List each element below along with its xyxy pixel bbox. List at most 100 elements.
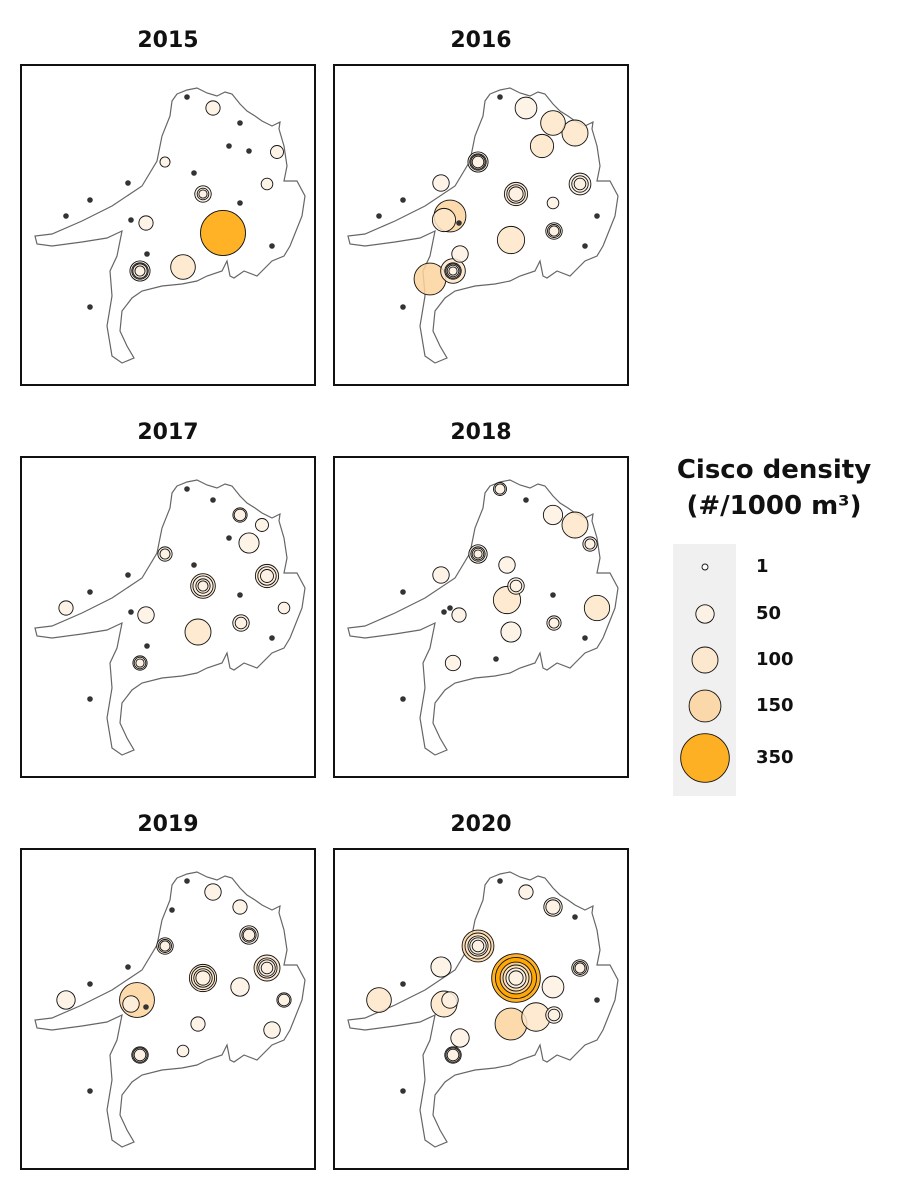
density-marker [400, 1088, 406, 1094]
density-marker [170, 254, 196, 280]
density-marker [518, 884, 534, 900]
map-panel-2017 [20, 456, 316, 778]
legend-box [673, 544, 736, 796]
lake-map [34, 87, 306, 364]
density-marker [400, 304, 406, 310]
density-marker [451, 607, 467, 623]
density-marker [144, 643, 150, 649]
density-marker [184, 486, 190, 492]
density-marker [561, 511, 589, 539]
density-marker [400, 589, 406, 595]
density-marker [546, 196, 560, 210]
density-marker [87, 589, 93, 595]
density-marker [237, 200, 243, 206]
density-marker [540, 110, 566, 136]
density-marker [198, 189, 208, 199]
legend-symbol-350 [680, 733, 730, 783]
density-marker [572, 914, 578, 920]
density-marker [270, 145, 284, 159]
lake-outline [34, 479, 306, 756]
density-marker [144, 251, 150, 257]
density-marker [432, 174, 450, 192]
legend-symbols [680, 563, 730, 783]
density-marker [269, 635, 275, 641]
legend-title: Cisco density (#/1000 m³) [664, 452, 884, 524]
density-marker [234, 616, 248, 630]
density-marker [550, 592, 556, 598]
density-marker [277, 993, 291, 1007]
panel-title-2016: 2016 [450, 28, 512, 53]
density-marker [496, 225, 526, 255]
density-marker [441, 991, 459, 1009]
lake-map [347, 871, 619, 1148]
density-marker [226, 143, 232, 149]
lake-map [34, 871, 306, 1148]
density-marker [159, 940, 171, 952]
density-marker [191, 562, 197, 568]
density-marker [366, 987, 392, 1013]
density-marker [456, 220, 462, 226]
density-marker [583, 594, 611, 622]
lake-map [347, 87, 619, 364]
lake-outline [347, 871, 619, 1148]
density-marker [594, 997, 600, 1003]
density-marker [594, 213, 600, 219]
density-marker [497, 94, 503, 100]
density-marker [205, 100, 221, 116]
density-marker [548, 617, 560, 629]
density-marker [582, 243, 588, 249]
density-marker [573, 177, 587, 191]
density-marker [260, 569, 274, 583]
density-marker [184, 878, 190, 884]
density-marker [263, 1021, 281, 1039]
density-marker [448, 266, 458, 276]
density-marker [260, 177, 274, 191]
density-marker [143, 1004, 149, 1010]
density-marker [125, 180, 131, 186]
legend-symbol-50 [695, 604, 715, 624]
lake-outline [34, 87, 306, 364]
density-marker [200, 210, 246, 256]
legend-label: 350 [756, 747, 794, 768]
density-marker [582, 635, 588, 641]
density-marker [498, 556, 516, 574]
density-marker [87, 981, 93, 987]
density-marker [497, 878, 503, 884]
density-marker [432, 566, 450, 584]
panel-title-2018: 2018 [450, 420, 512, 445]
density-marker [446, 1048, 460, 1062]
density-marker [376, 213, 382, 219]
density-marker [548, 225, 560, 237]
density-marker [138, 215, 154, 231]
map-panel-2020 [333, 848, 629, 1170]
panel-title-2020: 2020 [450, 812, 512, 837]
density-marker [56, 990, 76, 1010]
density-marker [230, 977, 250, 997]
density-marker [441, 609, 447, 615]
legend-title-line1: Cisco density [676, 455, 872, 485]
density-marker [574, 962, 586, 974]
map-panel-2015 [20, 64, 316, 386]
density-marker [135, 658, 145, 668]
density-marker [191, 170, 197, 176]
density-marker [237, 120, 243, 126]
density-marker [584, 538, 596, 550]
density-marker [431, 207, 457, 233]
density-marker [541, 975, 565, 999]
density-marker [133, 1048, 147, 1062]
density-marker [547, 1008, 561, 1022]
panel-title-2017: 2017 [137, 420, 199, 445]
density-marker [128, 609, 134, 615]
density-marker [195, 970, 211, 986]
density-marker [447, 605, 453, 611]
density-marker [226, 535, 232, 541]
density-marker [260, 961, 274, 975]
density-marker [87, 304, 93, 310]
density-marker [242, 928, 256, 942]
density-marker [87, 197, 93, 203]
density-marker [159, 156, 171, 168]
density-marker [238, 532, 260, 554]
density-marker [184, 618, 212, 646]
density-marker [542, 504, 564, 526]
density-marker [493, 656, 499, 662]
